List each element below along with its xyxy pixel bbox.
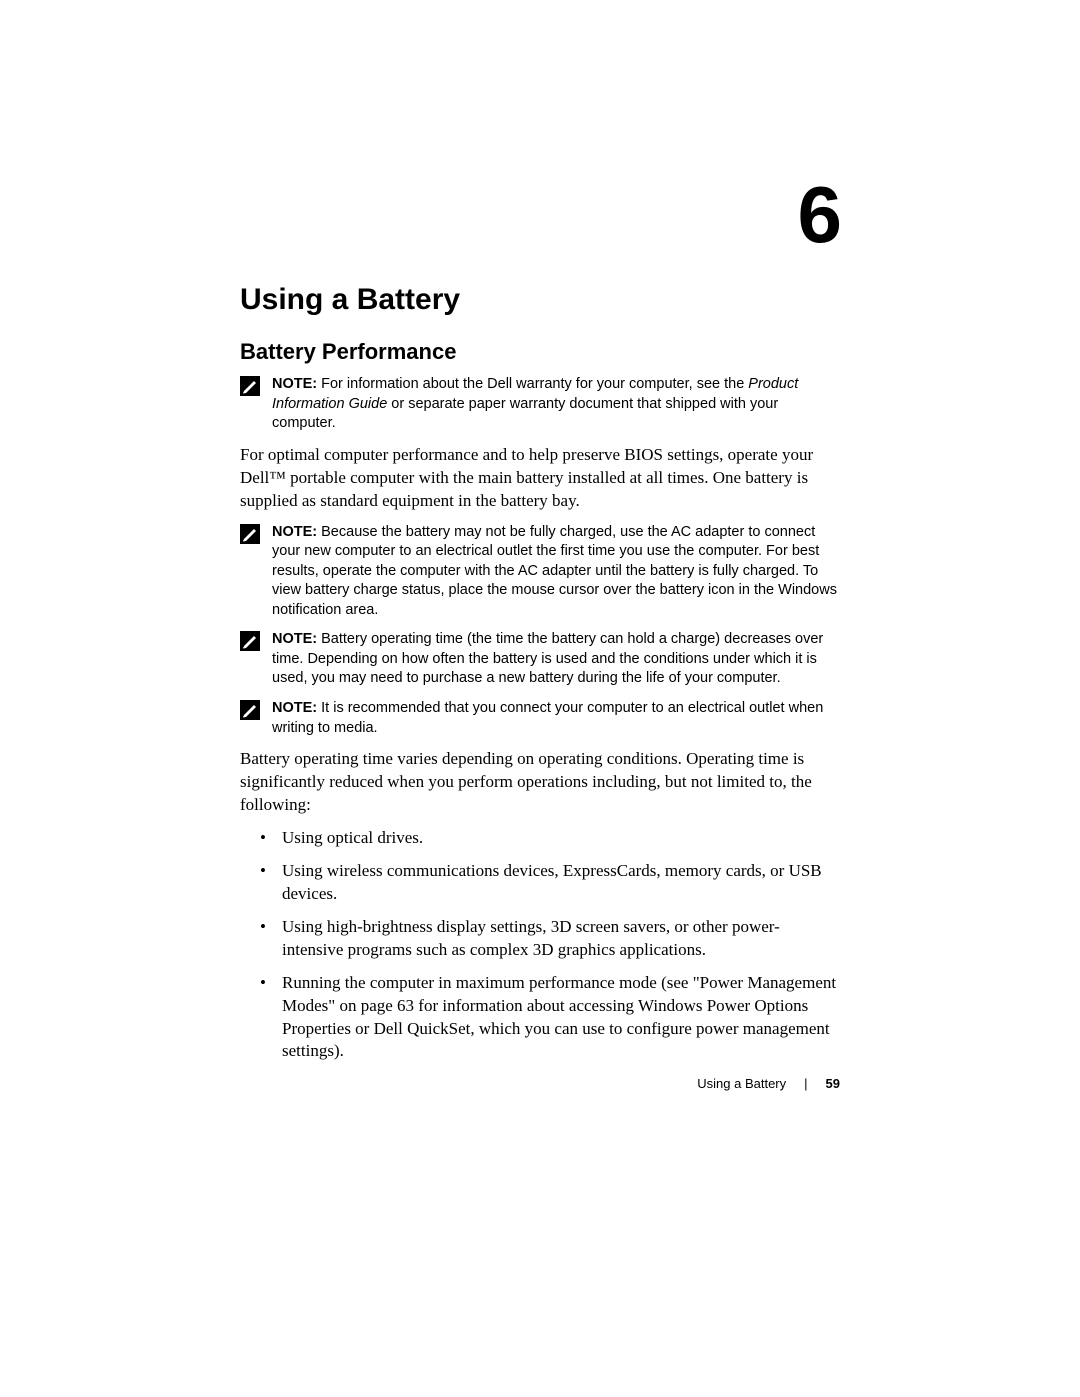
body-paragraph: Battery operating time varies depending …	[240, 748, 840, 817]
note-text: NOTE: Because the battery may not be ful…	[272, 523, 840, 621]
note-body: It is recommended that you connect your …	[272, 700, 823, 736]
note-text: NOTE: Battery operating time (the time t…	[272, 630, 840, 689]
pencil-note-icon	[240, 376, 260, 396]
section-title: Battery Performance	[240, 339, 840, 365]
note-block: NOTE: For information about the Dell war…	[240, 375, 840, 434]
note-body: Because the battery may not be fully cha…	[272, 524, 837, 618]
note-label: NOTE:	[272, 376, 317, 392]
footer-page-number: 59	[826, 1076, 840, 1091]
note-text: NOTE: It is recommended that you connect…	[272, 699, 840, 738]
bullet-list: Using optical drives. Using wireless com…	[240, 827, 840, 1063]
pencil-note-icon	[240, 700, 260, 720]
note-label: NOTE:	[272, 700, 317, 716]
chapter-title: Using a Battery	[240, 283, 840, 317]
note-block: NOTE: Because the battery may not be ful…	[240, 523, 840, 621]
page-footer: Using a Battery | 59	[697, 1076, 840, 1091]
footer-section: Using a Battery	[697, 1076, 786, 1091]
note-text: NOTE: For information about the Dell war…	[272, 375, 840, 434]
list-item: Using high-brightness display settings, …	[252, 916, 840, 962]
note-label: NOTE:	[272, 524, 317, 540]
note-body: Battery operating time (the time the bat…	[272, 631, 823, 686]
list-item: Using optical drives.	[252, 827, 840, 850]
note-block: NOTE: It is recommended that you connect…	[240, 699, 840, 738]
list-item: Using wireless communications devices, E…	[252, 860, 840, 906]
pencil-note-icon	[240, 631, 260, 651]
footer-separator: |	[804, 1076, 807, 1091]
note-body-pre: For information about the Dell warranty …	[317, 376, 748, 392]
pencil-note-icon	[240, 524, 260, 544]
chapter-number: 6	[240, 175, 840, 255]
note-label: NOTE:	[272, 631, 317, 647]
page-content: 6 Using a Battery Battery Performance NO…	[240, 175, 840, 1073]
body-paragraph: For optimal computer performance and to …	[240, 444, 840, 513]
note-block: NOTE: Battery operating time (the time t…	[240, 630, 840, 689]
list-item: Running the computer in maximum performa…	[252, 972, 840, 1064]
